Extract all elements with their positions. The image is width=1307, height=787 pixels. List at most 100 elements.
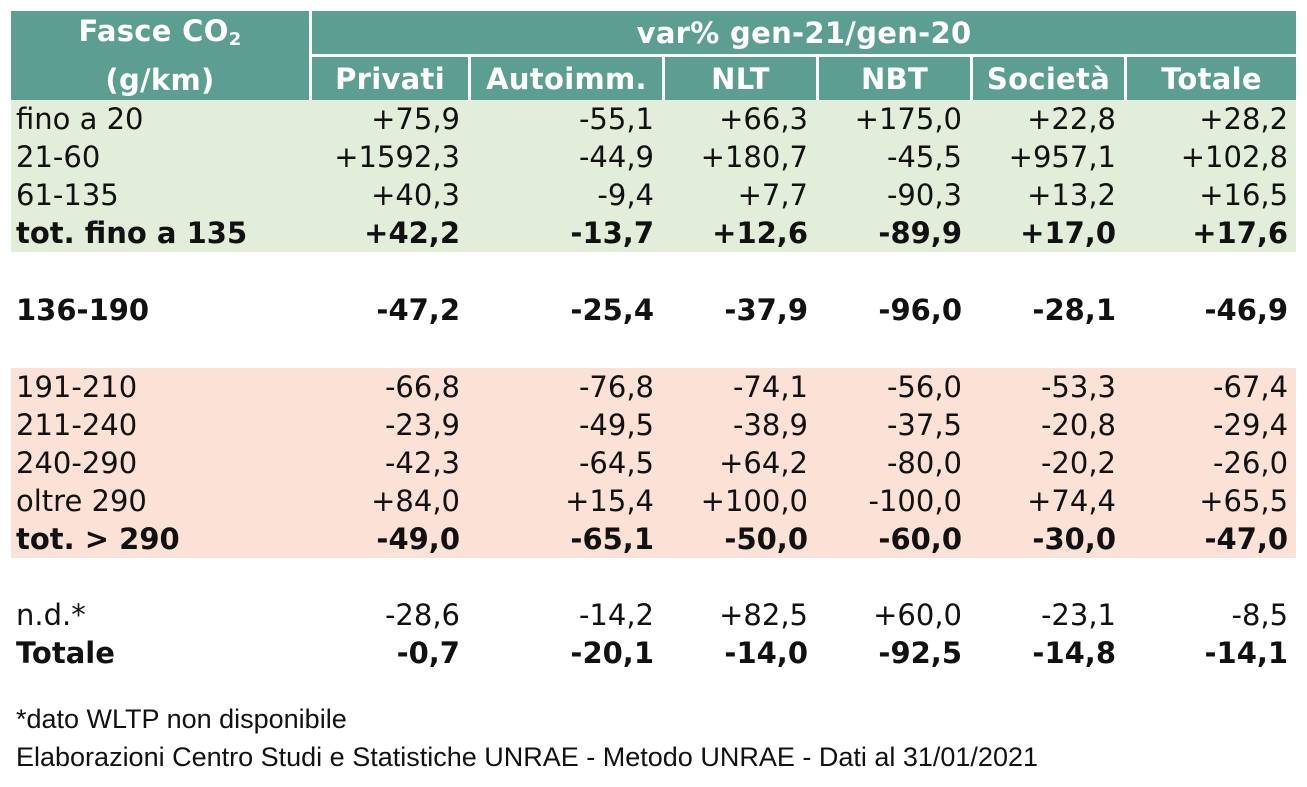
value-cell: -20,2 bbox=[970, 444, 1124, 482]
source-text: Elaborazioni Centro Studi e Statistiche … bbox=[16, 742, 1038, 772]
value-cell: +75,9 bbox=[309, 100, 468, 138]
row-label: 136-190 bbox=[16, 293, 150, 327]
spacer-cell bbox=[11, 330, 1297, 368]
table-row: 136-190 -47,2 -25,4 -37,9 -96,0 -28,1 -46,9 bbox=[11, 290, 1296, 330]
value-cell: -8,5 bbox=[1231, 598, 1289, 632]
spacer-cell bbox=[11, 558, 1297, 596]
value-cell: +175,0 bbox=[816, 100, 970, 138]
value-cell: -64,5 bbox=[468, 444, 662, 482]
value-cell: +40,3 bbox=[309, 176, 468, 214]
column-header-societa: Società bbox=[970, 57, 1124, 100]
value-cell: -100,0 bbox=[816, 482, 970, 520]
table-row: 21-60 +1592,3 -44,9 +180,7 -45,5 +957,1 +102,8 bbox=[11, 138, 1297, 176]
table-header: Fasce CO2 (g/km) var% gen-21/gen-20 Priv… bbox=[11, 11, 1297, 100]
value-cell: -56,0 bbox=[816, 368, 970, 406]
notes-block: *dato WLTP non disponibile Elaborazioni … bbox=[16, 700, 1038, 776]
value-cell: +1592,3 bbox=[309, 138, 468, 176]
value-cell: -0,7 bbox=[396, 636, 460, 670]
value-cell: -38,9 bbox=[662, 406, 816, 444]
value-cell: -28,6 bbox=[384, 598, 460, 632]
row-label: 191-210 bbox=[11, 368, 309, 406]
value-cell: -46,9 bbox=[1204, 293, 1289, 327]
value-cell: +60,0 bbox=[873, 598, 962, 632]
value-cell: -14,0 bbox=[724, 636, 808, 670]
co2-variation-table: Fasce CO2 (g/km) var% gen-21/gen-20 Priv… bbox=[11, 11, 1297, 672]
value-cell: +74,4 bbox=[970, 482, 1124, 520]
spacer-row bbox=[11, 558, 1297, 596]
row-label: 240-290 bbox=[11, 444, 309, 482]
value-cell: -50,0 bbox=[662, 520, 816, 558]
table-row: tot. > 290 -49,0 -65,1 -50,0 -60,0 -30,0 -47,0 bbox=[11, 520, 1297, 558]
value-cell: +22,8 bbox=[970, 100, 1124, 138]
table-row: 191-210 -66,8 -76,8 -74,1 -56,0 -53,3 -67,4 bbox=[11, 368, 1297, 406]
value-cell: -23,1 bbox=[1040, 598, 1116, 632]
value-cell: -23,9 bbox=[309, 406, 468, 444]
value-cell: +17,6 bbox=[1124, 214, 1297, 252]
footnote-text: *dato WLTP non disponibile bbox=[16, 704, 347, 734]
spacer-row bbox=[11, 252, 1297, 290]
value-cell: -20,1 bbox=[570, 636, 654, 670]
row-label: 211-240 bbox=[11, 406, 309, 444]
value-cell: +17,0 bbox=[970, 214, 1124, 252]
column-header-nbt: NBT bbox=[816, 57, 970, 100]
co2-band-header: Fasce CO2 (g/km) bbox=[11, 11, 309, 100]
value-cell: +180,7 bbox=[662, 138, 816, 176]
row-label: tot. fino a 135 bbox=[11, 214, 309, 252]
value-cell: +82,5 bbox=[719, 598, 808, 632]
value-cell: -14,8 bbox=[1032, 636, 1116, 670]
value-cell: -49,0 bbox=[309, 520, 468, 558]
value-cell: -14,1 bbox=[1204, 636, 1289, 670]
value-cell: -89,9 bbox=[816, 214, 970, 252]
column-header-nlt: NLT bbox=[662, 57, 816, 100]
value-cell: +100,0 bbox=[662, 482, 816, 520]
value-cell: -37,9 bbox=[724, 293, 808, 327]
table-row: fino a 20 +75,9 -55,1 +66,3 +175,0 +22,8 +28,2 bbox=[11, 100, 1297, 138]
row-label: fino a 20 bbox=[11, 100, 309, 138]
value-cell: -80,0 bbox=[816, 444, 970, 482]
co2-variation-table-container: Fasce CO2 (g/km) var% gen-21/gen-20 Priv… bbox=[11, 11, 1297, 672]
value-cell: -26,0 bbox=[1124, 444, 1297, 482]
value-cell: -9,4 bbox=[468, 176, 662, 214]
table-row: oltre 290 +84,0 +15,4 +100,0 -100,0 +74,4 +65,… bbox=[11, 482, 1297, 520]
value-cell: -14,2 bbox=[578, 598, 654, 632]
table-row: 211-240 -23,9 -49,5 -38,9 -37,5 -20,8 -29,4 bbox=[11, 406, 1297, 444]
value-cell: +66,3 bbox=[662, 100, 816, 138]
value-cell: +64,2 bbox=[662, 444, 816, 482]
value-cell: -42,3 bbox=[309, 444, 468, 482]
value-cell: -37,5 bbox=[816, 406, 970, 444]
value-cell: -25,4 bbox=[570, 293, 654, 327]
value-cell: -20,8 bbox=[970, 406, 1124, 444]
value-cell: +28,2 bbox=[1124, 100, 1297, 138]
value-cell: -66,8 bbox=[309, 368, 468, 406]
value-cell: +7,7 bbox=[662, 176, 816, 214]
value-cell: +42,2 bbox=[309, 214, 468, 252]
table-row: 240-290 -42,3 -64,5 +64,2 -80,0 -20,2 -26,0 bbox=[11, 444, 1297, 482]
value-cell: -47,2 bbox=[376, 293, 460, 327]
table-row: tot. fino a 135 +42,2 -13,7 +12,6 -89,9 +17,0… bbox=[11, 214, 1297, 252]
value-cell: -55,1 bbox=[468, 100, 662, 138]
value-cell: -53,3 bbox=[970, 368, 1124, 406]
value-cell: +65,5 bbox=[1124, 482, 1297, 520]
row-label: oltre 290 bbox=[11, 482, 309, 520]
spacer-cell bbox=[11, 252, 1297, 290]
value-cell: +957,1 bbox=[970, 138, 1124, 176]
row-label: Totale bbox=[16, 636, 115, 670]
value-cell: -67,4 bbox=[1124, 368, 1297, 406]
value-cell: +84,0 bbox=[309, 482, 468, 520]
value-cell: -74,1 bbox=[662, 368, 816, 406]
variation-super-header: var% gen-21/gen-20 bbox=[309, 11, 1297, 58]
spacer-row bbox=[11, 330, 1297, 368]
row-label: 61-135 bbox=[11, 176, 309, 214]
column-header-totale: Totale bbox=[1124, 57, 1297, 100]
value-cell: -60,0 bbox=[816, 520, 970, 558]
value-cell: -44,9 bbox=[468, 138, 662, 176]
value-cell: +102,8 bbox=[1124, 138, 1297, 176]
value-cell: -92,5 bbox=[878, 636, 962, 670]
co2-band-header-line1: Fasce CO2 bbox=[78, 14, 242, 50]
value-cell: -96,0 bbox=[878, 293, 962, 327]
value-cell: -47,0 bbox=[1124, 520, 1297, 558]
row-label: 21-60 bbox=[11, 138, 309, 176]
row-label: n.d.* bbox=[16, 598, 86, 632]
value-cell: -45,5 bbox=[816, 138, 970, 176]
table-body: fino a 20 +75,9 -55,1 +66,3 +175,0 +22,8 +28,2… bbox=[11, 100, 1297, 672]
